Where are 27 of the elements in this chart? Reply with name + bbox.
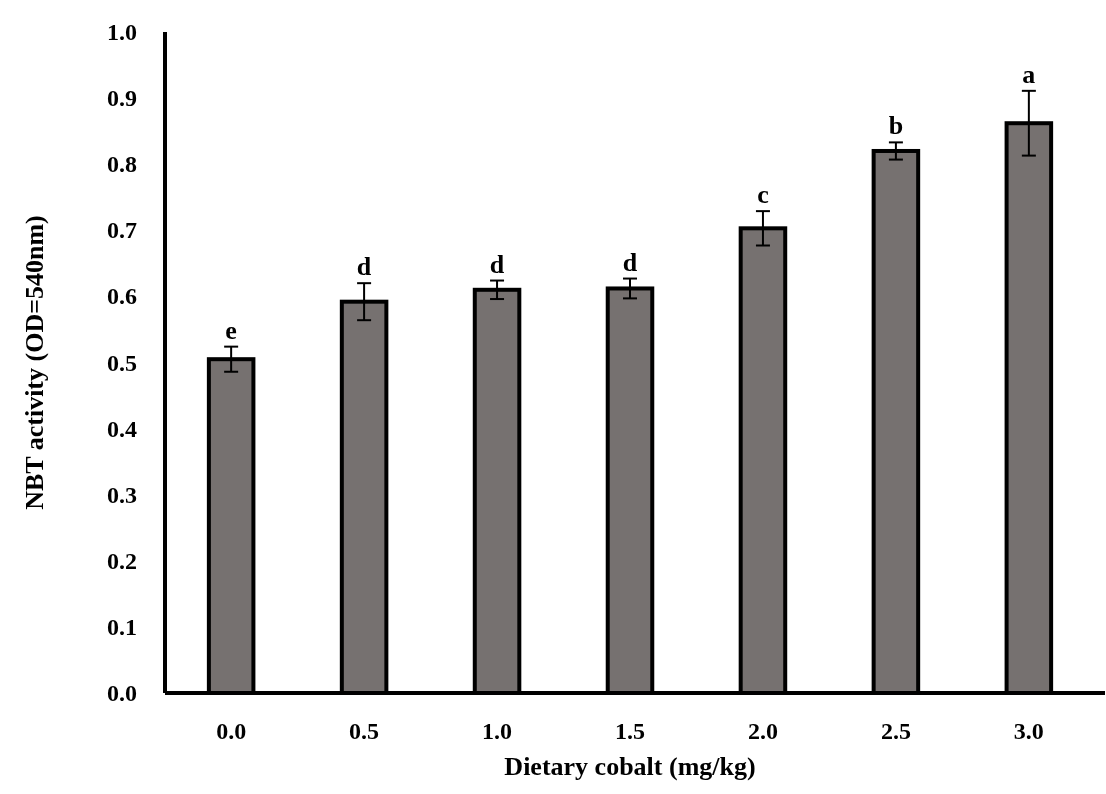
y-tick-label: 0.9 [107,85,137,112]
annotation: d [489,249,505,279]
y-tick-label: 0.1 [107,613,137,640]
y-tick-label: 0.3 [107,481,137,508]
x-axis-title: Dietary cobalt (mg/kg) [504,752,756,781]
x-tick-label: 0.5 [349,718,380,744]
y-tick-label: 0.5 [107,349,137,376]
y-axis-title: NBT activity (OD=540nm) [19,215,49,510]
x-tick-label: 0.0 [216,718,247,744]
annotation: d [356,252,372,282]
y-tick-label: 1.0 [107,19,137,45]
x-tick-label: 3.0 [1013,718,1044,744]
annotation: a [1022,59,1036,89]
x-tick-label: 1.5 [615,718,645,744]
y-tick-label: 0.8 [107,151,137,178]
annotation: b [888,111,904,141]
annotation: c [757,180,769,210]
annotation: d [622,247,638,277]
y-tick-label: 0.0 [107,680,137,706]
y-tick-label: 0.2 [107,547,137,574]
y-tick-label: 0.6 [107,283,137,310]
x-tick-label: 2.0 [747,718,778,744]
x-tick-label: 2.5 [880,718,911,744]
x-tick-label: 1.0 [482,718,513,744]
annotation: e [225,315,237,345]
y-tick-label: 0.7 [107,217,137,244]
y-tick-label: 0.4 [107,415,137,442]
